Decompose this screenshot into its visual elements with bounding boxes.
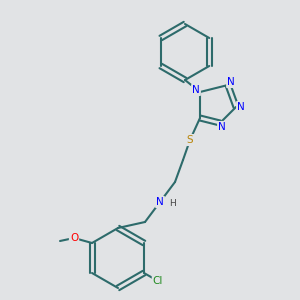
Text: N: N (192, 85, 200, 95)
Text: S: S (187, 135, 193, 145)
Text: H: H (169, 200, 176, 208)
Text: N: N (218, 122, 226, 132)
Text: N: N (227, 77, 235, 87)
Text: N: N (237, 102, 245, 112)
Text: Cl: Cl (153, 276, 163, 286)
Text: N: N (156, 197, 164, 207)
Text: O: O (70, 233, 78, 243)
